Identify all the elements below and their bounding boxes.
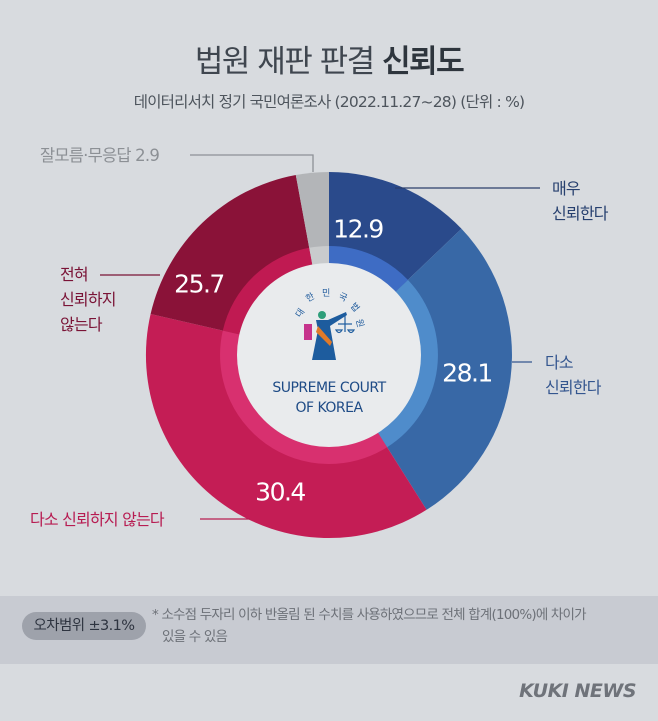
logo-text-line1: SUPREME COURT bbox=[272, 380, 386, 396]
label-somewhat-trust: 다소 신뢰한다 bbox=[545, 350, 601, 400]
title-bold: 신뢰도 bbox=[382, 44, 465, 80]
chart-subtitle: 데이터리서치 정기 국민여론조사 (2022.11.27~28) (단위 : %… bbox=[133, 93, 525, 111]
footnote: * 소수점 두자리 이하 반올림 된 수치를 사용하였으므로 전체 합계(100… bbox=[152, 604, 642, 648]
label-very-trust-line2: 신뢰한다 bbox=[552, 204, 608, 223]
value-very-trust: 12.9 bbox=[333, 214, 384, 244]
logo-text-line2: OF KOREA bbox=[295, 400, 363, 416]
svg-text:원: 원 bbox=[353, 318, 366, 329]
label-dont-know: 잘모름·무응답 2.9 bbox=[40, 146, 160, 165]
label-not-at-all: 전혀 신뢰하지 않는다 bbox=[60, 262, 116, 337]
svg-text:민: 민 bbox=[322, 288, 330, 299]
brand-logo: KUKI NEWS bbox=[519, 680, 636, 702]
label-very-trust-line1: 매우 bbox=[552, 179, 581, 198]
label-somewhat-not: 다소 신뢰하지 않는다 bbox=[30, 510, 165, 529]
donut-chart: 대 한 민 국 법 원 bbox=[100, 154, 540, 539]
leader-lines bbox=[100, 154, 540, 520]
footnote-line2: 있을 수 있음 bbox=[162, 629, 228, 645]
margin-of-error-badge: 오차범위 ±3.1% bbox=[22, 612, 146, 640]
label-somewhat-trust-line1: 다소 bbox=[545, 353, 574, 372]
label-not-at-all-line2: 신뢰하지 bbox=[60, 290, 116, 309]
label-not-at-all-line3: 않는다 bbox=[60, 315, 103, 334]
value-somewhat-trust: 28.1 bbox=[442, 358, 493, 388]
footnote-line1: * 소수점 두자리 이하 반올림 된 수치를 사용하였으므로 전체 합계(100… bbox=[152, 607, 587, 623]
value-not-at-all: 25.7 bbox=[174, 269, 225, 299]
chart-title: 법원 재판 판결 신뢰도 bbox=[0, 36, 658, 81]
label-somewhat-trust-line2: 신뢰한다 bbox=[545, 378, 601, 397]
title-normal: 법원 재판 판결 bbox=[194, 44, 383, 80]
label-not-at-all-line1: 전혀 bbox=[60, 265, 89, 284]
label-very-trust: 매우 신뢰한다 bbox=[552, 176, 608, 226]
value-somewhat-not: 30.4 bbox=[255, 477, 306, 507]
